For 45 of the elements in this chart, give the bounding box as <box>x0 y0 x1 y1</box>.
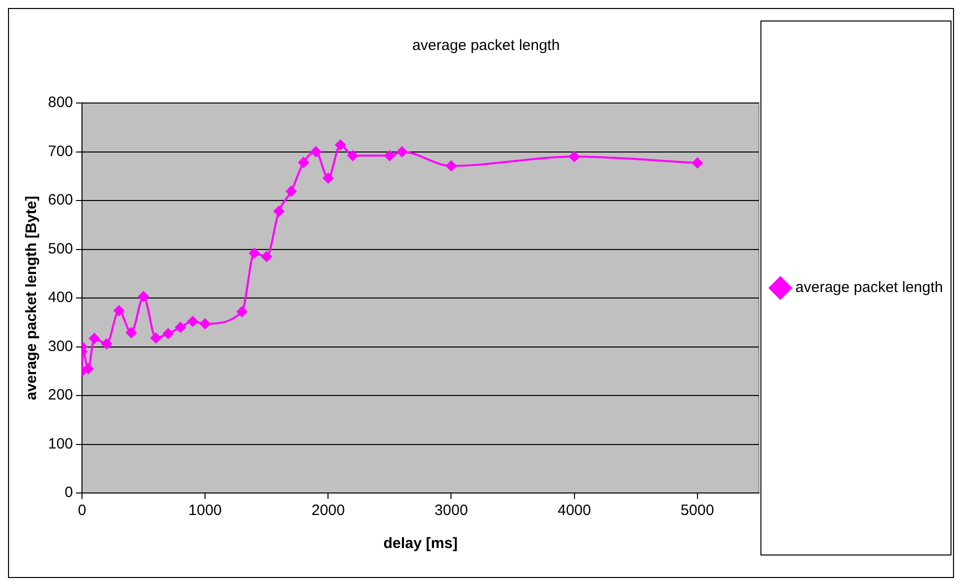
point <box>150 332 162 344</box>
x-tick-label: 5000 <box>680 502 714 520</box>
point <box>692 157 703 168</box>
point <box>347 150 358 162</box>
x-tick-label: 3000 <box>434 502 468 520</box>
point <box>88 332 100 344</box>
point <box>126 327 137 338</box>
point <box>446 160 457 172</box>
x-tick-label: 2000 <box>311 502 345 520</box>
point <box>568 151 580 162</box>
point <box>286 186 297 197</box>
x-tick-label: 4000 <box>558 502 591 520</box>
point <box>138 291 150 302</box>
y-axis-title: average packet length [Byte] <box>23 196 40 400</box>
point <box>334 139 346 150</box>
point <box>162 328 174 340</box>
point <box>273 206 284 217</box>
point <box>310 146 322 158</box>
point <box>322 172 334 184</box>
legend-label: average packet length <box>795 279 944 296</box>
point <box>101 338 112 350</box>
x-tick-label: 0 <box>78 502 86 520</box>
y-tick-label: 600 <box>48 192 74 209</box>
y-tick-label: 100 <box>48 435 74 452</box>
point <box>82 363 94 374</box>
y-tick-label: 0 <box>64 484 74 502</box>
y-tick-label: 400 <box>48 289 74 306</box>
y-tick-label: 300 <box>48 338 74 355</box>
point <box>113 305 124 316</box>
y-tick-label: 500 <box>48 240 74 258</box>
x-tick-label: 1000 <box>188 502 222 520</box>
point <box>174 322 186 333</box>
point <box>187 316 198 327</box>
point <box>396 146 408 158</box>
x-axis-title: delay [ms] <box>383 535 458 552</box>
y-tick-label: 700 <box>48 142 74 160</box>
point <box>384 150 396 162</box>
y-tick-label: 200 <box>48 386 74 404</box>
chart-title: average packet length <box>412 37 560 54</box>
point <box>236 306 248 318</box>
point <box>261 251 272 262</box>
point <box>248 248 260 259</box>
point <box>298 156 310 168</box>
y-tick-label: 800 <box>48 94 74 112</box>
point <box>200 318 211 330</box>
